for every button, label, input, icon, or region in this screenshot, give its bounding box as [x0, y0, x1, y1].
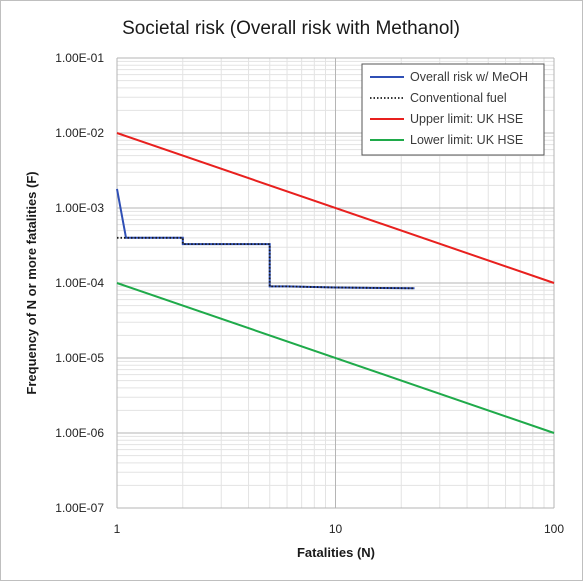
y-tick-label: 1.00E-07	[55, 501, 104, 515]
tick-labels: 1.00E-07 1.00E-06 1.00E-05 1.00E-04 1.00E-03…	[55, 51, 564, 536]
series-line-conventional-fuel	[117, 236, 415, 290]
y-tick-label: 1.00E-01	[55, 51, 104, 65]
y-axis-title: Frequency of N or more fatalities (F)	[24, 171, 39, 394]
legend-label: Overall risk w/ MeOH	[410, 70, 528, 84]
legend: Overall risk w/ MeOH Conventional fuel Upp…	[361, 63, 545, 156]
legend-label: Upper limit: UK HSE	[410, 112, 523, 126]
series-line-overall-risk-w-meoh	[116, 188, 415, 290]
y-tick-label: 1.00E-03	[55, 201, 104, 215]
x-tick-label: 10	[329, 522, 343, 536]
x-axis-title: Fatalities (N)	[297, 545, 375, 560]
series-lines	[116, 132, 555, 434]
chart-title: Societal risk (Overall risk with Methano…	[122, 18, 460, 39]
x-tick-label: 100	[544, 522, 564, 536]
y-tick-label: 1.00E-02	[55, 126, 104, 140]
x-tick-label: 1	[114, 522, 121, 536]
y-tick-label: 1.00E-04	[55, 276, 104, 290]
y-tick-label: 1.00E-06	[55, 426, 104, 440]
legend-label: Conventional fuel	[410, 91, 507, 105]
y-tick-label: 1.00E-05	[55, 351, 104, 365]
legend-label: Lower limit: UK HSE	[410, 133, 523, 147]
series-line-upper-limit-uk-hse	[116, 132, 555, 284]
series-line-lower-limit-uk-hse	[116, 282, 555, 434]
